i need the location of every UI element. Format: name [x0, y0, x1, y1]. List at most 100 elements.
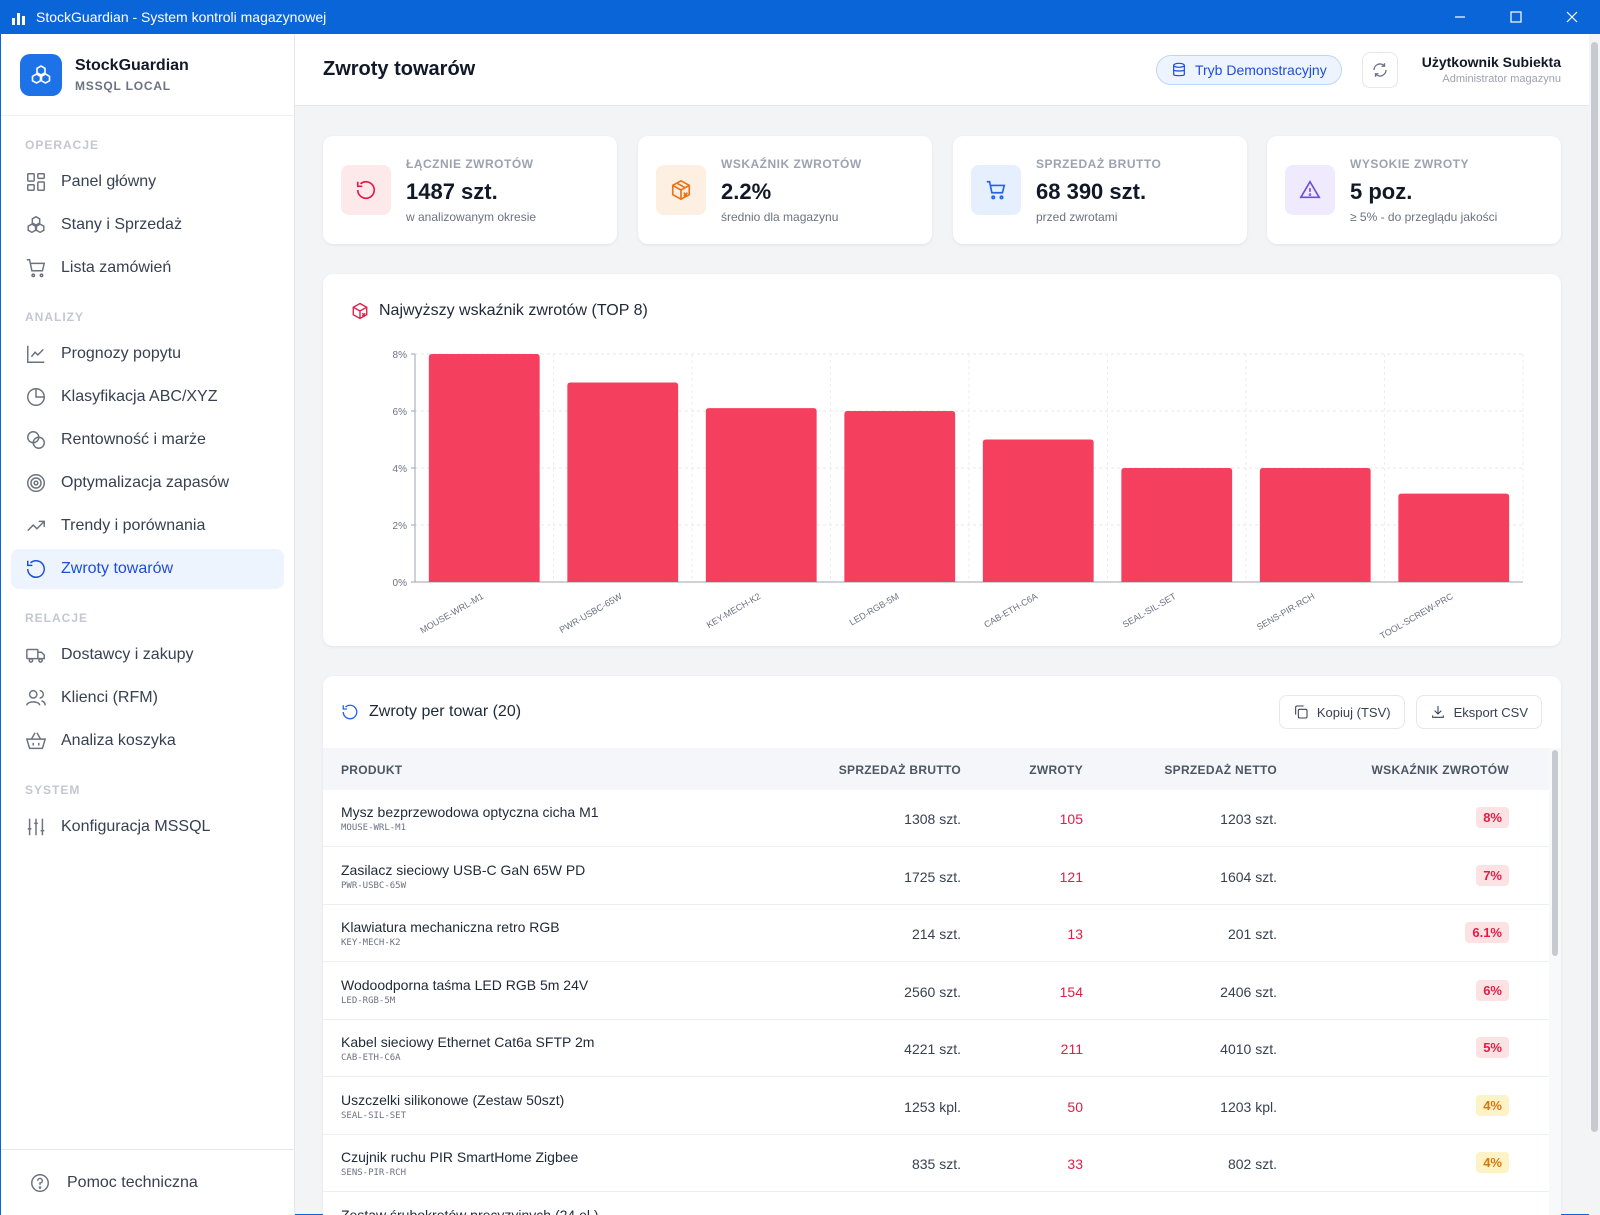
kpi-value: 68 390 szt. [1036, 178, 1147, 204]
column-header-returns[interactable]: ZWROTY [1029, 763, 1083, 777]
coins-icon [27, 431, 45, 449]
maximize-button[interactable] [1488, 0, 1544, 34]
net-sales-cell: 2406 szt. [1220, 983, 1277, 1000]
sidebar-item-optymalizacja[interactable]: Optymalizacja zapasów [11, 463, 284, 503]
returns-table-card: Zwroty per towar (20) Kopiuj (TSV) Ekspo… [323, 676, 1561, 1215]
refresh-button[interactable] [1361, 51, 1398, 88]
product-name: Zestaw śrubokrętów precyzyjnych (24 el.) [341, 1206, 599, 1215]
product-cell: Mysz bezprzewodowa optyczna cicha M1 MOUS… [341, 804, 599, 833]
sidebar-item-dostawcy[interactable]: Dostawcy i zakupy [11, 635, 284, 675]
sidebar-item-panel[interactable]: Panel główny [11, 162, 284, 202]
product-sku: SEAL-SIL-SET [341, 1110, 407, 1121]
product-name: Czujnik ruchu PIR SmartHome Zigbee [341, 1149, 579, 1165]
returns-cell: 33 [1067, 1156, 1083, 1172]
chart-bar [428, 354, 540, 582]
table-row[interactable]: Zasilacz sieciowy USB-C GaN 65W PD PWR-US… [323, 848, 1549, 905]
net-sales-cell: 1604 szt. [1220, 868, 1277, 885]
pie-icon [27, 388, 45, 406]
copy-tsv-button[interactable]: Kopiuj (TSV) [1278, 695, 1405, 729]
table-scrollbar-thumb[interactable] [1552, 750, 1558, 956]
returns-cell: 211 [1060, 1041, 1083, 1057]
return-rate-badge: 4% [1476, 1094, 1509, 1116]
product-sku: KEY-MECH-K2 [341, 938, 401, 948]
return-rate-badge: 4% [1476, 1152, 1509, 1173]
sidebar-item-stany[interactable]: Stany i Sprzedaż [11, 205, 284, 245]
sidebar-item-zamowienia[interactable]: Lista zamówień [11, 248, 284, 288]
chart-bar [705, 408, 817, 582]
table-row[interactable]: Zestaw śrubokrętów precyzyjnych (24 el.)… [323, 1193, 1549, 1215]
return-rate-cell: 6.1% [1465, 922, 1509, 943]
product-sku: LED-RGB-5M [341, 995, 396, 1006]
returns-cell: 50 [1067, 1098, 1083, 1115]
sidebar-item-koszyk[interactable]: Analiza koszyka [11, 721, 284, 761]
main-scrollbar[interactable] [1589, 34, 1600, 1215]
gross-sales-cell: 2560 szt. [904, 983, 961, 1000]
sidebar-item-prognozy[interactable]: Prognozy popytu [11, 334, 284, 374]
chart-title: Najwyższy wskaźnik zwrotów (TOP 8) [379, 302, 648, 319]
product-name: Uszczelki silikonowe (Zestaw 50szt) [341, 1091, 565, 1108]
table-row[interactable]: Mysz bezprzewodowa optyczna cicha M1 MOUS… [323, 790, 1549, 847]
chart-bar [1121, 468, 1233, 582]
returns-cell: 154 [1059, 983, 1083, 1000]
main-scrollbar-thumb[interactable] [1591, 42, 1598, 1132]
sidebar-item-rentownosc[interactable]: Rentowność i marże [11, 420, 284, 460]
x-tick-label: LED-RGB-5M [848, 591, 901, 627]
gross-sales-cell: 4221 szt. [904, 1041, 961, 1057]
package-x-icon [671, 179, 691, 201]
table-row[interactable]: Uszczelki silikonowe (Zestaw 50szt) SEAL-… [323, 1078, 1549, 1135]
kpi-label: SPRZEDAŻ BRUTTO [1036, 156, 1162, 171]
app-chart-icon [12, 9, 28, 25]
table-scrollbar[interactable] [1549, 748, 1561, 1215]
product-cell: Czujnik ruchu PIR SmartHome Zigbee SENS-P… [341, 1149, 578, 1178]
close-button[interactable] [1544, 0, 1600, 34]
kpi-label: ŁĄCZNIE ZWROTÓW [406, 156, 534, 171]
user-role: Administrator magazynu [1442, 73, 1561, 85]
return-rate-badge: 8% [1476, 807, 1509, 828]
sidebar-item-label: Konfiguracja MSSQL [61, 818, 211, 835]
gross-sales-cell: 835 szt. [911, 1156, 961, 1172]
minimize-button[interactable] [1432, 0, 1488, 34]
return-rate-cell: 6% [1476, 979, 1509, 1001]
x-tick-label: MOUSE-WRL-M1 [418, 591, 485, 635]
column-header-net-sales[interactable]: SPRZEDAŻ NETTO [1164, 763, 1277, 777]
kpi-card-high-returns: WYSOKIE ZWROTY 5 poz. ≥ 5% - do przegląd… [1267, 136, 1561, 244]
column-header-return-rate[interactable]: WSKAŹNIK ZWROTÓW [1371, 763, 1509, 777]
sidebar-item-klienci[interactable]: Klienci (RFM) [11, 678, 284, 718]
kpi-icon-box [341, 165, 391, 215]
product-sku: MOUSE-WRL-M1 [341, 823, 407, 833]
window-titlebar: StockGuardian - System kontroli magazyno… [0, 0, 1600, 34]
returns-cell: 13 [1067, 926, 1083, 942]
user-info[interactable]: Użytkownik Subiekta Administrator magazy… [1422, 54, 1561, 85]
sidebar-item-abc[interactable]: Klasyfikacja ABC/XYZ [11, 377, 284, 417]
download-icon [1431, 706, 1444, 718]
chart-header: Najwyższy wskaźnik zwrotów (TOP 8) [351, 302, 648, 320]
sidebar-item-trendy[interactable]: Trendy i porównania [11, 506, 284, 546]
export-csv-button[interactable]: Eksport CSV [1415, 695, 1542, 729]
returns-cell: 105 [1059, 811, 1083, 827]
table-row[interactable]: Wodoodporna taśma LED RGB 5m 24V LED-RGB-… [323, 963, 1549, 1020]
sidebar-item-label: Klienci (RFM) [61, 689, 158, 706]
column-header-product[interactable]: PRODUKT [341, 763, 403, 777]
product-cell: Klawiatura mechaniczna retro RGB KEY-MECH… [341, 919, 560, 948]
x-tick-label: KEY-MECH-K2 [705, 591, 763, 630]
chart-bar [567, 382, 679, 582]
grid-icon [27, 173, 45, 191]
sidebar-item-konfiguracja[interactable]: Konfiguracja MSSQL [11, 807, 284, 847]
column-header-gross-sales[interactable]: SPRZEDAŻ BRUTTO [838, 763, 961, 777]
help-link[interactable]: Pomoc techniczna [1, 1149, 294, 1215]
table-row[interactable]: Kabel sieciowy Ethernet Cat6a SFTP 2m CAB… [323, 1020, 1549, 1077]
kpi-card-return-rate: WSKAŹNIK ZWROTÓW 2.2% średnio dla magazy… [638, 136, 932, 244]
sidebar-item-zwroty[interactable]: Zwroty towarów [11, 549, 284, 589]
product-sku: PWR-USBC-65W [341, 880, 407, 891]
table-row[interactable]: Czujnik ruchu PIR SmartHome Zigbee SENS-P… [323, 1135, 1549, 1192]
return-icon [342, 704, 358, 720]
maximize-icon [1510, 11, 1522, 23]
target-icon [27, 474, 45, 492]
x-tick-label: SENS-PIR-RCH [1255, 591, 1316, 632]
demo-mode-button[interactable]: Tryb Demonstracyjny [1155, 54, 1342, 85]
table-row[interactable]: Klawiatura mechaniczna retro RGB KEY-MECH… [323, 905, 1549, 962]
x-tick-label: CAB-ETH-C6A [982, 591, 1039, 630]
product-name: Zasilacz sieciowy USB-C GaN 65W PD [341, 861, 586, 878]
product-sku: CAB-ETH-C6A [341, 1053, 401, 1063]
kpi-icon-box [656, 165, 706, 215]
